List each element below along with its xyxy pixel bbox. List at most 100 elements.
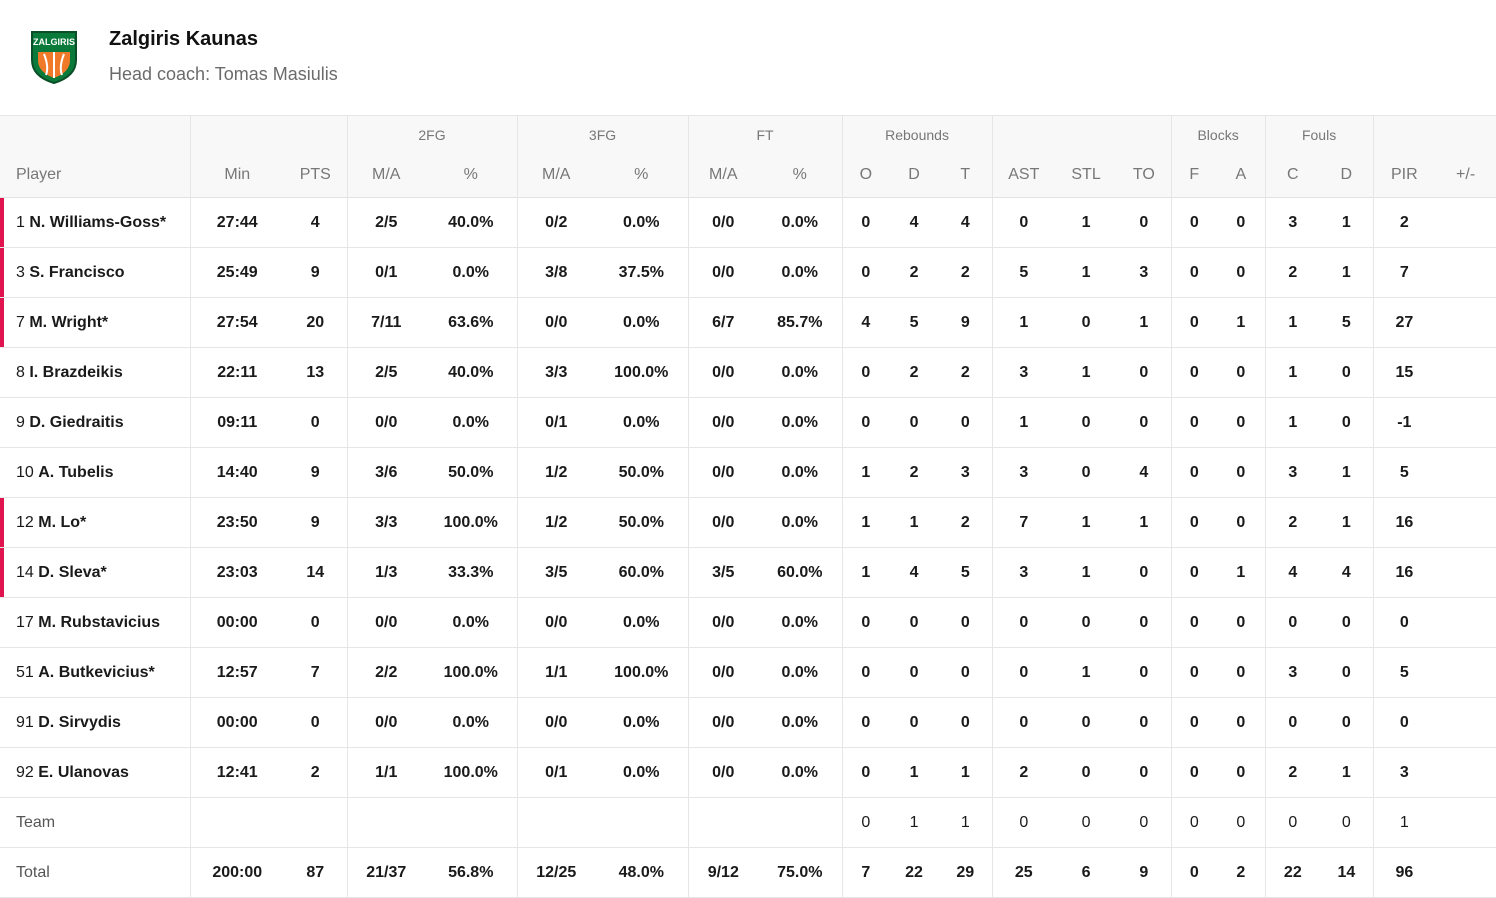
- player-cell: 92 E. Ulanovas: [0, 747, 190, 798]
- stat-cell: 2: [1264, 497, 1321, 548]
- stat-cell: 100.0%: [425, 497, 518, 548]
- team-logo-icon: ZALGIRIS: [31, 31, 77, 84]
- stat-cell: 0: [1170, 847, 1218, 898]
- player-cell: 14 D. Sleva*: [0, 547, 190, 598]
- stat-cell: 0/0: [346, 697, 425, 748]
- stat-cell: 40.0%: [425, 347, 518, 398]
- stat-cell: 0/0: [516, 297, 596, 348]
- stat-cell: 0: [991, 197, 1056, 248]
- stat-cell: 0: [1320, 597, 1374, 648]
- stat-cell: 0/1: [346, 247, 425, 298]
- stat-cell: 0: [1117, 597, 1172, 648]
- player-cell: 10 A. Tubelis: [0, 447, 190, 498]
- stat-cell: 2: [939, 497, 993, 548]
- stat-cell: 0/0: [516, 597, 596, 648]
- stat-cell: 0: [1055, 747, 1118, 798]
- stat-cell: 0: [1264, 697, 1321, 748]
- stat-cell: 0: [1217, 247, 1266, 298]
- stat-cell: 0/0: [346, 397, 425, 448]
- stat-cell: 14: [1320, 847, 1374, 898]
- stat-cell: 4: [284, 197, 347, 248]
- stat-cell: 1: [1264, 347, 1321, 398]
- player-name-link[interactable]: S. Francisco: [29, 263, 125, 281]
- stat-cell: 6/7: [687, 297, 759, 348]
- stat-cell: 0: [1217, 647, 1266, 698]
- stat-cell: 0: [939, 697, 993, 748]
- stat-cell: 0: [1170, 547, 1218, 598]
- stat-cell: 0.0%: [595, 197, 689, 248]
- player-name-link[interactable]: N. Williams-Goss*: [29, 213, 167, 231]
- player-name-link[interactable]: M. Wright*: [29, 313, 109, 331]
- total-label: Total: [16, 863, 50, 881]
- column-header: O: [841, 153, 890, 198]
- player-name-link[interactable]: M. Rubstavicius: [38, 613, 161, 631]
- stat-cell: 25: [991, 847, 1056, 898]
- svg-text:ZALGIRIS: ZALGIRIS: [33, 37, 75, 47]
- player-name-link[interactable]: D. Sirvydis: [38, 713, 121, 731]
- stat-cell: 4: [889, 197, 940, 248]
- stat-cell: [1435, 297, 1496, 348]
- column-header: Min: [189, 153, 284, 198]
- column-header: %: [595, 153, 689, 198]
- stat-cell: 0: [1170, 247, 1218, 298]
- stat-cell: 7: [841, 847, 890, 898]
- stat-cell: 0: [1117, 747, 1172, 798]
- stat-cell: 1/2: [516, 447, 596, 498]
- stat-cell: 3/5: [516, 547, 596, 598]
- stat-cell: 3: [991, 447, 1056, 498]
- stat-cell: 0: [841, 597, 890, 648]
- player-name-link[interactable]: M. Lo*: [38, 513, 87, 531]
- player-name-link[interactable]: A. Tubelis: [38, 463, 114, 481]
- stat-cell: 0.0%: [758, 247, 843, 298]
- stat-cell: 0: [1264, 797, 1321, 848]
- stat-cell: 2/5: [346, 197, 425, 248]
- stat-cell: 0: [1372, 697, 1436, 748]
- stat-cell: 27:54: [189, 297, 284, 348]
- team-header: ZALGIRIS Zalgiris Kaunas Head coach: Tom…: [0, 0, 1496, 115]
- column-header: STL: [1055, 153, 1118, 198]
- player-number: 91: [16, 713, 39, 731]
- stat-cell: 50.0%: [595, 447, 689, 498]
- stat-cell: 1/1: [516, 647, 596, 698]
- stat-cell: 0/0: [687, 497, 759, 548]
- stat-cell: 100.0%: [425, 647, 518, 698]
- column-header-row: Player Min PTS M/A% M/A% M/A% O D T AST STL TO F A C D P…: [0, 153, 1496, 198]
- column-header: F: [1170, 153, 1218, 198]
- team-name: Zalgiris Kaunas: [109, 28, 258, 50]
- team-label: Team: [16, 813, 56, 831]
- stat-cell: 33.3%: [425, 547, 518, 598]
- stat-cell: 2: [1372, 197, 1436, 248]
- team-row: Team 0 1 1 0 0 0 0 0 0 0 1: [0, 797, 1496, 848]
- stat-cell: 0: [1117, 647, 1172, 698]
- player-name-link[interactable]: D. Sleva*: [38, 563, 107, 581]
- player-cell: 3 S. Francisco: [0, 247, 190, 298]
- player-name-link[interactable]: I. Brazdeikis: [29, 363, 123, 381]
- stat-cell: 2: [889, 247, 940, 298]
- stat-cell: 0: [1320, 697, 1374, 748]
- stat-cell: 4: [889, 547, 940, 598]
- stat-cell: [516, 797, 596, 848]
- group-fouls: Fouls: [1264, 115, 1374, 153]
- stat-cell: [1435, 647, 1496, 698]
- column-header: %: [758, 153, 843, 198]
- stat-cell: 27: [1372, 297, 1436, 348]
- stat-cell: 23:50: [189, 497, 284, 548]
- stat-cell: [1435, 597, 1496, 648]
- stat-cell: 0: [1217, 197, 1266, 248]
- player-name-link[interactable]: D. Giedraitis: [29, 413, 124, 431]
- player-number: 17: [16, 613, 39, 631]
- stat-cell: 0: [841, 647, 890, 698]
- group-3fg: 3FG: [516, 115, 689, 153]
- player-name-link[interactable]: E. Ulanovas: [38, 763, 129, 781]
- stat-cell: 0.0%: [758, 597, 843, 648]
- player-number: 14: [16, 563, 39, 581]
- stat-cell: 16: [1372, 497, 1436, 548]
- group-2fg: 2FG: [346, 115, 518, 153]
- column-header: C: [1264, 153, 1321, 198]
- player-row: 91 D. Sirvydis 00:00 0 0/0 0.0% 0/0 0.0% 0/0 0.0…: [0, 697, 1496, 748]
- stat-cell: 0/0: [687, 347, 759, 398]
- player-row: 7 M. Wright* 27:54 20 7/11 63.6% 0/0 0.0% 6/7 85…: [0, 297, 1496, 348]
- stat-cell: 0/0: [346, 597, 425, 648]
- player-row: 17 M. Rubstavicius 00:00 0 0/0 0.0% 0/0 0.0% 0/…: [0, 597, 1496, 648]
- player-name-link[interactable]: A. Butkevicius*: [38, 663, 155, 681]
